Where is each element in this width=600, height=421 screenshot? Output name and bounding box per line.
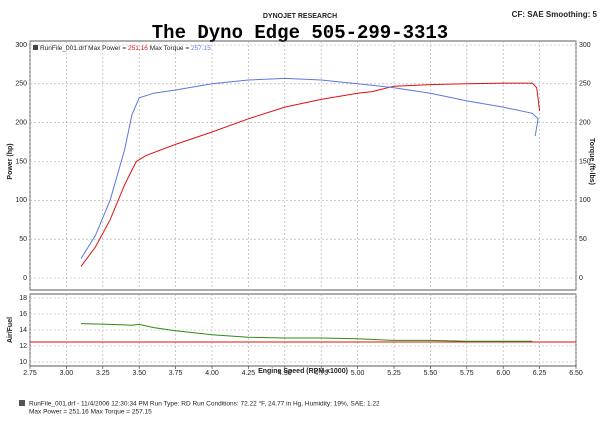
- chart-title: The Dyno Edge 505-299-3313: [152, 22, 448, 44]
- y-tick-label: 250: [15, 81, 27, 88]
- x-tick-label: 3.00: [60, 370, 74, 377]
- legend: RunFile_001.drf Max Power = 251.16 Max T…: [33, 45, 211, 52]
- y-tick-label: 18: [19, 295, 27, 302]
- y2-tick-label: 50: [579, 236, 587, 243]
- x-tick-label: 4.75: [314, 370, 328, 377]
- x-tick-label: 3.50: [132, 370, 146, 377]
- y2-axis-label: Torque (ft-lbs): [588, 138, 595, 185]
- y2-tick-label: 300: [579, 42, 591, 49]
- brand: DYNOJET RESEARCH: [263, 13, 337, 20]
- y-tick-label: 100: [15, 197, 27, 204]
- series-line: [80, 323, 533, 342]
- y-axis-label: Power (hp): [7, 143, 14, 179]
- plot-frame: [29, 40, 577, 291]
- x-tick-label: 5.75: [460, 370, 474, 377]
- legend-item: Max Torque =: [150, 45, 190, 52]
- y2-tick-label: 0: [579, 275, 583, 282]
- settings: CF: SAE Smoothing: 5: [512, 10, 598, 19]
- y-tick-label: 12: [19, 343, 27, 350]
- y-tick-label: 10: [19, 359, 27, 366]
- footer-line: RunFile_001.drf - 11/4/2006 12:30:34 PM …: [29, 400, 380, 408]
- y-tick-label: 300: [15, 42, 27, 49]
- y2-tick-label: 100: [579, 197, 591, 204]
- x-tick-label: 6.50: [569, 370, 583, 377]
- x-tick-label: 5.00: [351, 370, 365, 377]
- x-tick-label: 2.75: [23, 370, 37, 377]
- x-tick-label: 4.50: [278, 370, 292, 377]
- y-tick-label: 200: [15, 120, 27, 127]
- y2-tick-label: 250: [579, 81, 591, 88]
- y-tick-label: 14: [19, 327, 27, 334]
- legend-box: [33, 45, 38, 50]
- legend-item: 257.15: [191, 45, 211, 52]
- x-tick-label: 5.25: [387, 370, 401, 377]
- y-tick-label: 150: [15, 158, 27, 165]
- y-tick-label: 16: [19, 311, 27, 318]
- legend-item: Max Power =: [88, 45, 126, 52]
- y-tick-label: 0: [23, 275, 27, 282]
- series-line: [80, 77, 539, 259]
- legend-item: 251.16: [128, 45, 148, 52]
- y-axis-label: Air/Fuel: [7, 317, 14, 343]
- x-tick-label: 6.00: [496, 370, 510, 377]
- x-tick-label: 3.25: [96, 370, 110, 377]
- x-tick-label: 6.25: [533, 370, 547, 377]
- y-tick-label: 50: [19, 236, 27, 243]
- x-tick-label: 3.75: [169, 370, 183, 377]
- x-tick-label: 4.25: [242, 370, 256, 377]
- legend-text: RunFile_001.drf Max Power = 251.16 Max T…: [40, 45, 211, 52]
- x-axis-label: Engine Speed (RPM x1000): [258, 368, 348, 375]
- y2-tick-label: 150: [579, 158, 591, 165]
- y2-tick-label: 200: [579, 120, 591, 127]
- x-tick-label: 4.00: [205, 370, 219, 377]
- file-icon: [19, 400, 25, 406]
- series-line: [80, 82, 541, 267]
- x-tick-label: 5.50: [424, 370, 438, 377]
- legend-item: RunFile_001.drf: [40, 45, 86, 52]
- footer-line: Max Power = 251.16 Max Torque = 257.15: [29, 409, 152, 416]
